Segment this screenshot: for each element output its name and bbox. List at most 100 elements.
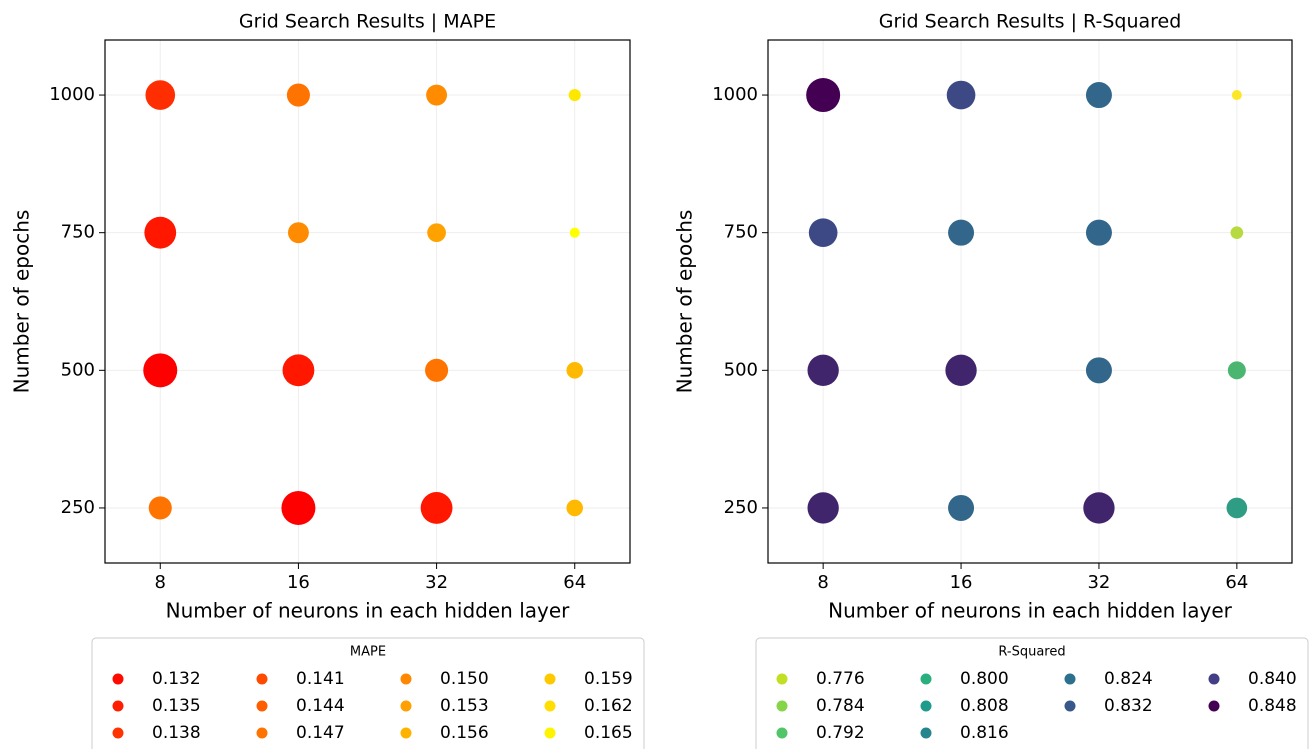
point xyxy=(143,353,178,388)
legend-marker xyxy=(112,727,124,739)
legend-marker xyxy=(400,673,412,685)
point xyxy=(948,494,975,521)
legend-marker xyxy=(112,700,124,712)
legend-marker xyxy=(920,727,932,739)
chart-title: Grid Search Results | R-Squared xyxy=(879,11,1182,33)
legend-label: 0.808 xyxy=(960,696,1009,716)
legend-label: 0.162 xyxy=(584,696,633,716)
legend-label: 0.840 xyxy=(1248,669,1297,689)
y-tick-label: 750 xyxy=(61,222,95,243)
legend-title: MAPE xyxy=(350,645,386,660)
legend-marker xyxy=(256,727,268,739)
legend-marker xyxy=(1064,673,1076,685)
legend-label: 0.832 xyxy=(1104,696,1153,716)
x-tick-label: 32 xyxy=(425,572,448,593)
x-tick-label: 8 xyxy=(155,572,166,593)
point xyxy=(286,83,310,107)
y-tick-label: 500 xyxy=(61,359,95,380)
x-axis-label: Number of neurons in each hidden layer xyxy=(166,599,571,623)
point xyxy=(807,492,839,524)
legend-marker xyxy=(544,727,556,739)
legend-marker xyxy=(256,700,268,712)
point xyxy=(945,354,977,386)
legend-marker xyxy=(776,673,788,685)
x-tick-label: 8 xyxy=(817,572,828,593)
point xyxy=(426,84,448,106)
legend-label: 0.135 xyxy=(152,696,201,716)
legend-marker xyxy=(1208,700,1220,712)
point xyxy=(806,78,841,113)
x-tick-label: 16 xyxy=(950,572,973,593)
plot-frame xyxy=(104,39,631,564)
x-tick-label: 64 xyxy=(1225,572,1248,593)
legend-title: R-Squared xyxy=(998,645,1065,660)
legend-label: 0.784 xyxy=(816,696,865,716)
point xyxy=(566,362,584,379)
x-axis-label: Number of neurons in each hidden layer xyxy=(828,599,1233,623)
legend-marker xyxy=(776,727,788,739)
point xyxy=(807,354,839,386)
legend-marker xyxy=(112,673,124,685)
point xyxy=(427,223,446,243)
chart-title: Grid Search Results | MAPE xyxy=(239,11,496,33)
legend-marker xyxy=(920,673,932,685)
y-tick-label: 250 xyxy=(61,497,95,518)
y-tick-label: 1000 xyxy=(712,84,758,105)
legend-marker xyxy=(544,700,556,712)
legend-label: 0.147 xyxy=(296,723,345,743)
legend-label: 0.776 xyxy=(816,669,865,689)
legend-label: 0.792 xyxy=(816,723,865,743)
y-tick-label: 250 xyxy=(724,497,758,518)
point xyxy=(1085,357,1112,384)
legend-marker xyxy=(400,700,412,712)
point xyxy=(1226,497,1248,519)
legend-marker xyxy=(1064,700,1076,712)
legend-label: 0.132 xyxy=(152,669,201,689)
point xyxy=(148,496,172,520)
legend-label: 0.824 xyxy=(1104,669,1153,689)
point xyxy=(569,227,580,238)
point xyxy=(1083,492,1115,524)
point xyxy=(425,358,449,382)
point xyxy=(566,499,584,517)
legend-label: 0.144 xyxy=(296,696,345,716)
point xyxy=(948,219,975,246)
y-tick-label: 1000 xyxy=(49,84,95,105)
legend-label: 0.159 xyxy=(584,669,633,689)
legend-marker xyxy=(544,673,556,685)
legend-label: 0.138 xyxy=(152,723,201,743)
point xyxy=(420,492,453,524)
point xyxy=(808,218,838,248)
legend-box xyxy=(91,637,645,749)
point xyxy=(281,490,316,525)
y-axis-label: Number of epochs xyxy=(673,210,697,394)
legend-label: 0.816 xyxy=(960,723,1009,743)
legend-label: 0.800 xyxy=(960,669,1009,689)
point xyxy=(287,222,309,244)
legend-label: 0.150 xyxy=(440,669,489,689)
legend-marker xyxy=(400,727,412,739)
point xyxy=(1227,361,1246,380)
point xyxy=(1231,90,1242,101)
x-tick-label: 32 xyxy=(1087,572,1110,593)
legend-marker xyxy=(1208,673,1220,685)
y-axis-label: Number of epochs xyxy=(10,210,34,394)
point xyxy=(946,80,976,110)
point xyxy=(1085,82,1112,109)
legend-label: 0.153 xyxy=(440,696,489,716)
x-tick-label: 64 xyxy=(563,572,586,593)
y-tick-label: 500 xyxy=(724,359,758,380)
legend-label: 0.165 xyxy=(584,723,633,743)
point xyxy=(145,80,176,110)
point xyxy=(1230,226,1244,240)
legend-marker xyxy=(256,673,268,685)
legend-label: 0.156 xyxy=(440,723,489,743)
legend-label: 0.848 xyxy=(1248,696,1297,716)
point xyxy=(282,354,315,387)
x-tick-label: 16 xyxy=(287,572,310,593)
legend-marker xyxy=(776,700,788,712)
legend-box xyxy=(755,637,1309,749)
y-tick-label: 750 xyxy=(724,222,758,243)
plot-frame xyxy=(767,39,1293,564)
